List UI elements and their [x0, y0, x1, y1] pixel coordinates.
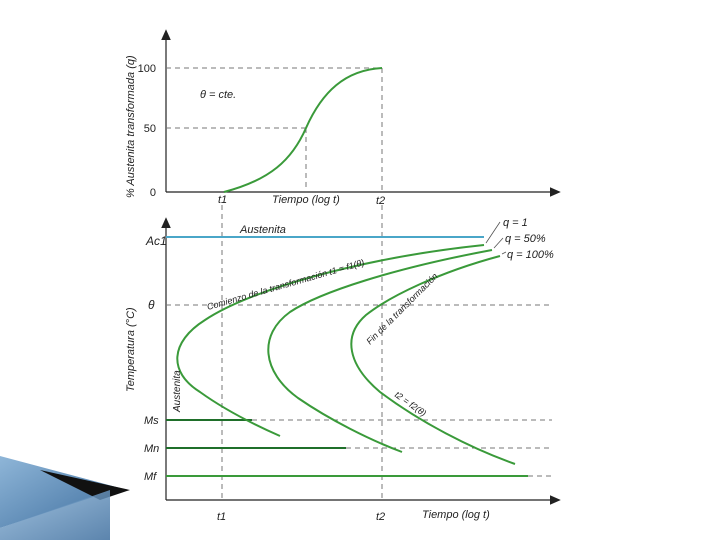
legend-leader-1: [485, 221, 501, 244]
top-constant-note: θ = cte.: [200, 89, 236, 101]
ac1-label: Ac1: [145, 234, 167, 248]
curve-start-transformation: [176, 244, 485, 437]
legend-q1: q = 1: [503, 217, 528, 229]
top-tick-100: 100: [138, 63, 156, 75]
bottom-t2-label: t2: [376, 511, 385, 523]
bottom-t1-label: t1: [217, 511, 226, 523]
bottom-chart: Austenita q = 1 q = 50% q = 100% Ac1 θ M…: [125, 205, 561, 523]
curve-start-label: Comienzo de la transformación t1 = f1(θ): [206, 257, 366, 312]
curve-end-transformation: [350, 255, 516, 465]
top-chart: 0 50 100 % Austenita transformada (q) θ …: [125, 29, 561, 207]
mn-label: Mn: [144, 443, 159, 455]
legend-q100: q = 100%: [507, 249, 554, 261]
top-y-axis-label: % Austenita transformada (q): [125, 55, 137, 198]
top-t2-label: t2: [376, 195, 385, 207]
legend-leader-2: [493, 237, 504, 249]
austenita-side-label: Austenita: [172, 370, 183, 413]
theta-label: θ: [148, 298, 155, 312]
bottom-x-axis-label: Tiempo (log t): [422, 509, 490, 521]
top-x-axis-label: Tiempo (log t): [272, 194, 340, 206]
legend-q50: q = 50%: [505, 233, 546, 245]
legend-leader-3: [501, 251, 507, 255]
mf-label: Mf: [144, 471, 157, 483]
decorative-arrow-icon: [0, 456, 130, 540]
bottom-y-axis-label: Temperatura (°C): [125, 307, 137, 392]
austenita-top-label: Austenita: [239, 224, 286, 236]
ms-label: Ms: [144, 415, 159, 427]
transformation-s-curve: [223, 67, 383, 193]
curve-q50: [267, 249, 493, 453]
top-tick-0: 0: [150, 187, 156, 199]
top-tick-50: 50: [144, 123, 156, 135]
top-t1-label: t1: [218, 194, 227, 206]
